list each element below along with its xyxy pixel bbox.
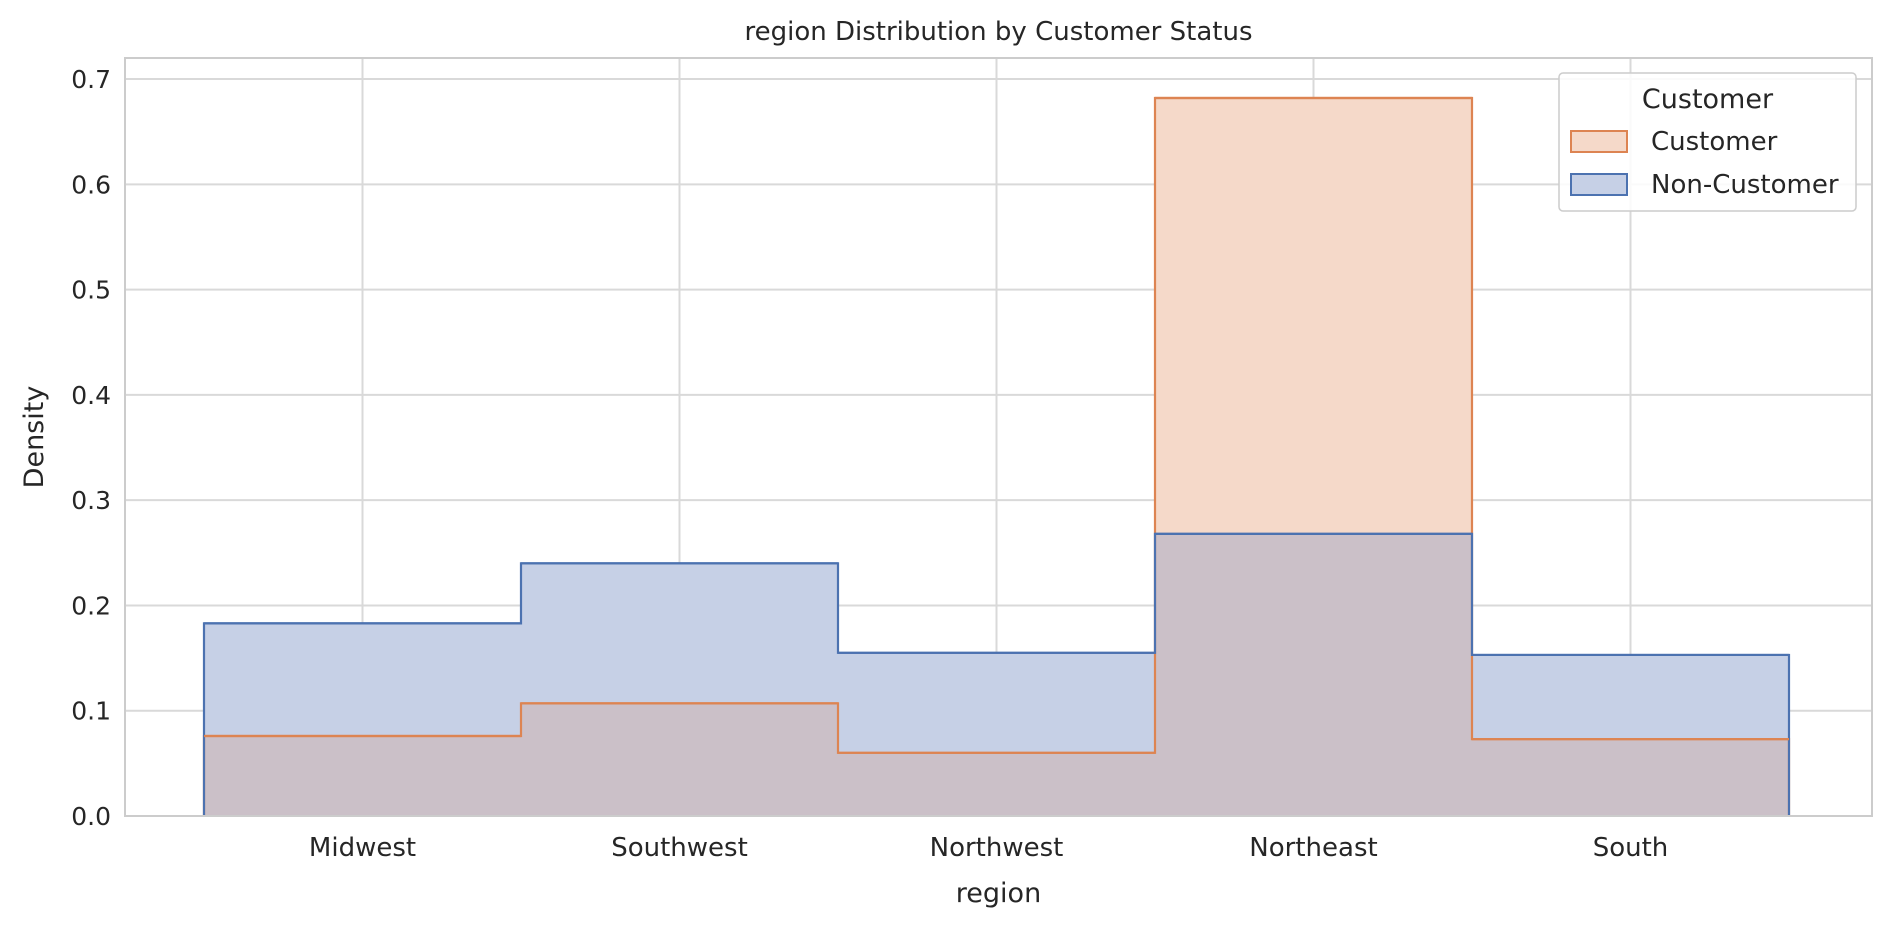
y-tick-label: 0.7 [71, 65, 111, 94]
y-tick-label: 0.1 [71, 697, 111, 726]
series-fill-bar [1472, 654, 1789, 740]
legend-swatch-customer [1570, 130, 1628, 153]
fill-layer [204, 98, 1789, 816]
x-tick-label: Southwest [611, 833, 748, 863]
series-fill-bar [838, 652, 1155, 753]
series-fill-bar [521, 563, 838, 704]
overlap-fill-bar [521, 703, 838, 816]
chart-title: region Distribution by Customer Status [744, 17, 1252, 47]
x-axis-label: region [956, 878, 1041, 909]
overlap-fill-bar [1155, 533, 1472, 816]
x-tick-label: Midwest [309, 833, 416, 863]
series-fill-bar [204, 623, 521, 736]
series-line-layer [202, 96, 1791, 816]
legend-title: Customer [1642, 84, 1774, 115]
overlap-fill-bar [1472, 739, 1789, 816]
y-tick-label: 0.0 [71, 802, 111, 831]
legend-box [1558, 72, 1857, 212]
y-tick-label: 0.4 [71, 381, 111, 410]
y-axis-label: Density [19, 386, 50, 489]
y-tick-label: 0.3 [71, 486, 111, 515]
legend: Customer Customer Non-Customer [1558, 72, 1857, 212]
y-tick-label: 0.5 [71, 276, 111, 305]
legend-swatch-non-customer [1570, 173, 1628, 196]
x-tick-label: Northwest [930, 833, 1064, 863]
overlap-fill-bar [204, 735, 521, 816]
legend-label-non-customer: Non-Customer [1651, 170, 1839, 200]
legend-label-customer: Customer [1651, 127, 1778, 157]
tick-label-layer: 0.0 0.1 0.2 0.3 0.4 0.5 0.6 0.7 Midwest Southwest… [71, 65, 1668, 863]
y-tick-label: 0.2 [71, 591, 111, 620]
y-tick-label: 0.6 [71, 170, 111, 199]
series-fill-bar [1155, 98, 1472, 534]
x-tick-label: South [1593, 833, 1669, 863]
x-tick-label: Northeast [1249, 833, 1377, 863]
plot-frame [124, 57, 1873, 817]
overlap-fill-bar [838, 752, 1155, 816]
